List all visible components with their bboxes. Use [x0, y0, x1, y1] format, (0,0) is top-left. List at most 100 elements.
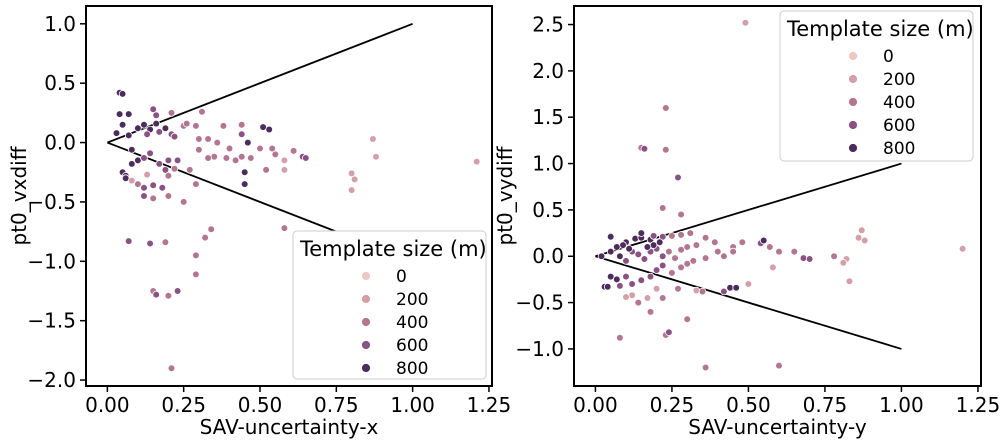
right-legend-marker: [848, 120, 858, 130]
data-point: [124, 131, 133, 140]
y-tick-label: −0.5: [515, 291, 564, 315]
data-point: [143, 130, 151, 139]
data-point: [146, 239, 154, 248]
data-point: [606, 272, 615, 281]
data-point: [256, 144, 264, 153]
data-point: [643, 294, 652, 302]
right-legend-title: Template size (m): [786, 17, 974, 41]
data-point: [646, 308, 655, 316]
x-tick-label: 0.00: [85, 393, 130, 417]
data-point: [149, 194, 158, 203]
y-tick-label: 1.0: [532, 152, 564, 176]
data-point: [640, 255, 649, 263]
right-legend-marker: [848, 97, 858, 107]
data-point: [179, 198, 188, 206]
data-point: [661, 104, 670, 112]
data-point: [606, 233, 615, 241]
data-point: [195, 145, 203, 154]
left-legend-label: 200: [396, 290, 428, 310]
data-point: [701, 254, 710, 262]
left-legend-box: [292, 230, 487, 380]
data-point: [765, 243, 774, 251]
data-point: [652, 266, 661, 274]
data-point: [616, 282, 624, 290]
right-legend-label: 800: [883, 139, 915, 159]
data-point: [134, 180, 142, 188]
data-point: [170, 132, 179, 141]
x-tick-label: 0.75: [803, 393, 848, 417]
right-legend-box: [779, 10, 974, 162]
data-point: [167, 364, 176, 373]
data-point: [634, 298, 643, 307]
y-tick-label: −1.5: [27, 309, 76, 333]
data-point: [118, 121, 127, 129]
data-point: [347, 186, 356, 194]
data-point: [134, 124, 142, 133]
left-legend-label: 800: [396, 359, 428, 379]
lower-reference-line: [595, 255, 902, 350]
data-point: [738, 238, 747, 247]
data-point: [207, 225, 216, 234]
x-tick-label: 0.25: [161, 393, 206, 417]
data-point: [149, 181, 158, 190]
data-point: [612, 243, 621, 251]
data-point: [124, 110, 133, 118]
y-tick-label: 0.5: [532, 198, 564, 222]
data-point: [652, 284, 661, 293]
data-point: [634, 250, 643, 259]
data-point: [683, 243, 691, 251]
data-point: [149, 105, 158, 114]
data-point: [240, 180, 249, 188]
data-point: [231, 156, 240, 165]
data-point: [472, 157, 481, 166]
y-tick-label: −1.0: [27, 249, 76, 273]
data-point: [713, 247, 722, 256]
right-legend-marker: [848, 51, 858, 61]
data-point: [744, 280, 753, 288]
right-y-axis-label: pt0_vydiff: [493, 145, 517, 245]
data-point: [720, 287, 728, 296]
data-point: [839, 258, 848, 267]
data-point: [244, 138, 252, 147]
data-point: [622, 272, 630, 281]
data-point: [671, 254, 679, 262]
y-tick-label: 2.0: [532, 59, 564, 83]
x-tick-label: 1.00: [879, 393, 924, 417]
data-point: [219, 122, 228, 130]
data-point: [637, 229, 646, 237]
data-point: [112, 129, 121, 137]
data-point: [732, 283, 740, 292]
data-point: [701, 233, 710, 242]
data-point: [665, 328, 673, 337]
data-point: [118, 90, 127, 98]
data-point: [720, 252, 728, 261]
data-point: [597, 252, 606, 261]
data-point: [240, 168, 249, 177]
data-point: [268, 144, 277, 153]
left-legend-label: 0: [396, 267, 407, 287]
data-point: [195, 135, 203, 143]
data-point: [790, 247, 799, 256]
data-point: [698, 287, 707, 296]
data-point: [289, 147, 298, 155]
upper-reference-line: [595, 162, 902, 258]
data-point: [225, 144, 234, 153]
data-point: [631, 234, 639, 243]
left-legend: Template size (m) 0 200 400 600 800: [292, 230, 487, 380]
right-legend: Template size (m) 0 200 400 600 800: [779, 10, 974, 162]
left-legend-marker: [361, 317, 371, 327]
data-point: [683, 315, 691, 324]
data-point: [146, 149, 154, 158]
data-point: [689, 257, 698, 265]
data-point: [265, 125, 274, 134]
data-point: [182, 119, 191, 128]
data-point: [612, 275, 621, 284]
data-point: [769, 263, 777, 272]
data-point: [658, 252, 667, 261]
data-point: [857, 226, 866, 235]
right-legend-marker: [848, 74, 858, 84]
data-point: [204, 154, 212, 162]
data-point: [280, 224, 289, 232]
left-legend-title: Template size (m): [299, 237, 487, 261]
